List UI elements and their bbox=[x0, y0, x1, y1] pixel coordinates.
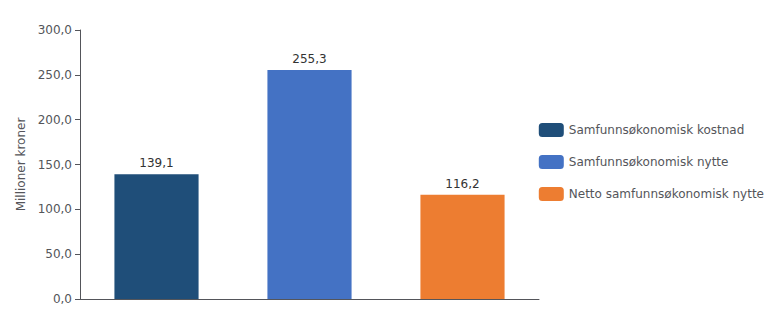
svg-text:200,0: 200,0 bbox=[38, 113, 72, 127]
svg-text:150,0: 150,0 bbox=[38, 158, 72, 172]
svg-text:255,3: 255,3 bbox=[292, 52, 326, 66]
svg-text:100,0: 100,0 bbox=[38, 202, 72, 216]
svg-text:Millioner kroner: Millioner kroner bbox=[14, 118, 28, 212]
svg-text:139,1: 139,1 bbox=[139, 156, 173, 170]
svg-text:Samfunnsøkonomisk kostnad: Samfunnsøkonomisk kostnad bbox=[569, 123, 745, 137]
svg-text:250,0: 250,0 bbox=[38, 68, 72, 82]
svg-text:116,2: 116,2 bbox=[445, 177, 479, 191]
svg-text:Netto samfunnsøkonomisk nytte: Netto samfunnsøkonomisk nytte bbox=[569, 187, 764, 201]
svg-text:50,0: 50,0 bbox=[45, 247, 72, 261]
svg-text:0,0: 0,0 bbox=[53, 292, 72, 306]
svg-text:Samfunnsøkonomisk nytte: Samfunnsøkonomisk nytte bbox=[569, 155, 729, 169]
svg-text:300,0: 300,0 bbox=[38, 23, 72, 37]
